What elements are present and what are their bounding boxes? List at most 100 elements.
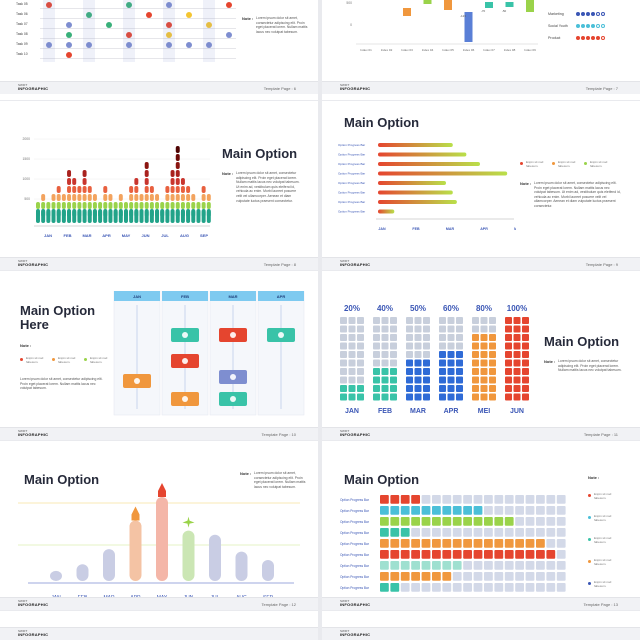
block-cell bbox=[340, 368, 347, 375]
block-cell bbox=[484, 572, 493, 581]
bar-label: Option Progress Bar bbox=[338, 153, 365, 157]
block-cell bbox=[390, 495, 400, 504]
stack-block bbox=[139, 194, 144, 201]
block-cell bbox=[411, 583, 420, 592]
block-cell bbox=[390, 351, 397, 358]
block-cell bbox=[472, 351, 479, 358]
block-cell bbox=[480, 368, 488, 375]
block-cell bbox=[406, 334, 413, 341]
slide-8[interactable]: 2000 1500 1000 500 JAN FEB MAR APR MAY JUN JUL AUG S… bbox=[0, 101, 318, 270]
percent-label: 100% bbox=[507, 304, 527, 313]
legend-label: Enpin sit nod fabesum. bbox=[594, 492, 612, 500]
block-cell bbox=[357, 359, 364, 367]
stack-block bbox=[149, 186, 154, 193]
base-block bbox=[118, 209, 123, 223]
skill-dot bbox=[576, 12, 580, 16]
airplane-icon bbox=[182, 516, 195, 528]
block-cell bbox=[390, 528, 400, 537]
block-cell bbox=[494, 583, 504, 592]
waterfall-bar bbox=[423, 0, 432, 4]
stack-block bbox=[201, 202, 206, 209]
block-cell bbox=[546, 561, 556, 570]
block-cell bbox=[463, 550, 472, 559]
slide-13[interactable]: Main Option Option Progress Bar Option Pr… bbox=[322, 441, 640, 610]
task-row-line bbox=[40, 18, 236, 19]
block-cell bbox=[381, 368, 389, 375]
block-cell bbox=[513, 317, 521, 324]
slide-footer: SWIFT INFOGRAPHIC Template Page : 6 bbox=[0, 81, 318, 94]
month-label: MAR bbox=[228, 294, 237, 299]
stack-block bbox=[201, 194, 206, 201]
block-cell bbox=[432, 517, 441, 526]
percent-label: 80% bbox=[476, 304, 492, 313]
legend-dot bbox=[588, 560, 591, 563]
block-cell bbox=[390, 342, 397, 350]
block-cell bbox=[489, 342, 496, 350]
block-cell bbox=[513, 334, 521, 341]
block-cell bbox=[406, 342, 413, 350]
column bbox=[182, 530, 195, 581]
legend-dot bbox=[552, 162, 555, 165]
block-cell bbox=[536, 517, 545, 526]
block-cell bbox=[414, 325, 422, 333]
slide-footer: SWIFT INFOGRAPHIC Template Page : 7 bbox=[322, 81, 640, 94]
block-cell bbox=[463, 495, 472, 504]
progress-bar bbox=[378, 209, 395, 214]
slide-7[interactable]: 500 0 Index 01 Index 02 Index 03 Index 04 Inde… bbox=[322, 0, 640, 100]
stack-block bbox=[67, 194, 72, 201]
block-cell bbox=[480, 376, 488, 384]
page-number: Template Page : 10 bbox=[261, 432, 296, 437]
slide-6[interactable]: Task 05 Task 06 Task 07 Task 08 Task 09 Task … bbox=[0, 0, 318, 100]
block-cell bbox=[504, 561, 514, 570]
slide-9[interactable]: Main Option Option Progress Bar Option Pr… bbox=[322, 101, 640, 270]
block-cell bbox=[357, 334, 364, 341]
slide-footer: SWIFT INFOGRAPHIC Template Page : 10 bbox=[0, 427, 318, 440]
stack-block bbox=[67, 178, 72, 185]
block-cell bbox=[390, 550, 400, 559]
block-cell bbox=[421, 528, 431, 537]
stack-block bbox=[149, 202, 154, 209]
block-cell bbox=[421, 550, 431, 559]
legend: Enpin sit nod fabesum. Enpin sit nod fabe… bbox=[520, 160, 630, 177]
block-cell bbox=[373, 376, 380, 384]
block-cell bbox=[473, 550, 483, 559]
stack-block bbox=[180, 194, 185, 201]
gantt-column-band bbox=[203, 0, 215, 62]
month-label: JAN bbox=[133, 294, 141, 299]
card-icon bbox=[182, 396, 188, 402]
base-block bbox=[191, 209, 196, 223]
task-dot bbox=[126, 32, 132, 38]
stack-block bbox=[170, 202, 175, 209]
stack-block bbox=[67, 170, 72, 177]
column bbox=[103, 549, 115, 581]
base-block bbox=[160, 209, 165, 223]
slide-12[interactable]: Main Option Note : Lorem ipsum dolor sit… bbox=[0, 441, 318, 610]
block-cell bbox=[480, 351, 488, 358]
stack-block bbox=[108, 194, 113, 201]
task-dot bbox=[126, 42, 132, 48]
x-tick-label: Index 01 bbox=[360, 48, 372, 52]
stack-block bbox=[103, 202, 108, 209]
block-cell bbox=[489, 334, 496, 341]
block-cell bbox=[546, 506, 556, 515]
stack-block bbox=[56, 194, 61, 201]
block-cell bbox=[380, 572, 389, 581]
gantt-column-band bbox=[43, 0, 55, 62]
block-cell bbox=[536, 539, 545, 548]
progress-bar bbox=[378, 162, 480, 166]
slide-10[interactable]: Main Option Here Note : Enpin sit nod fa… bbox=[0, 271, 318, 440]
skill-dot bbox=[591, 24, 595, 28]
block-cell bbox=[400, 506, 410, 515]
block-cell bbox=[484, 495, 493, 504]
block-cell bbox=[556, 495, 566, 504]
block-cell bbox=[546, 572, 556, 581]
block-cell bbox=[414, 342, 422, 350]
y-tick-label: 1000 bbox=[22, 177, 30, 181]
block-cell bbox=[463, 583, 472, 592]
block-cell bbox=[400, 528, 410, 537]
block-cell bbox=[472, 376, 479, 384]
block-cell bbox=[480, 393, 488, 401]
task-dot bbox=[66, 42, 72, 48]
bar-label: Option Progress Bar bbox=[340, 564, 370, 568]
slide-11[interactable]: 20% JAN 40% FEB 50% MAR 60% APR 80% MEI 100% JUN Ma… bbox=[322, 271, 640, 440]
